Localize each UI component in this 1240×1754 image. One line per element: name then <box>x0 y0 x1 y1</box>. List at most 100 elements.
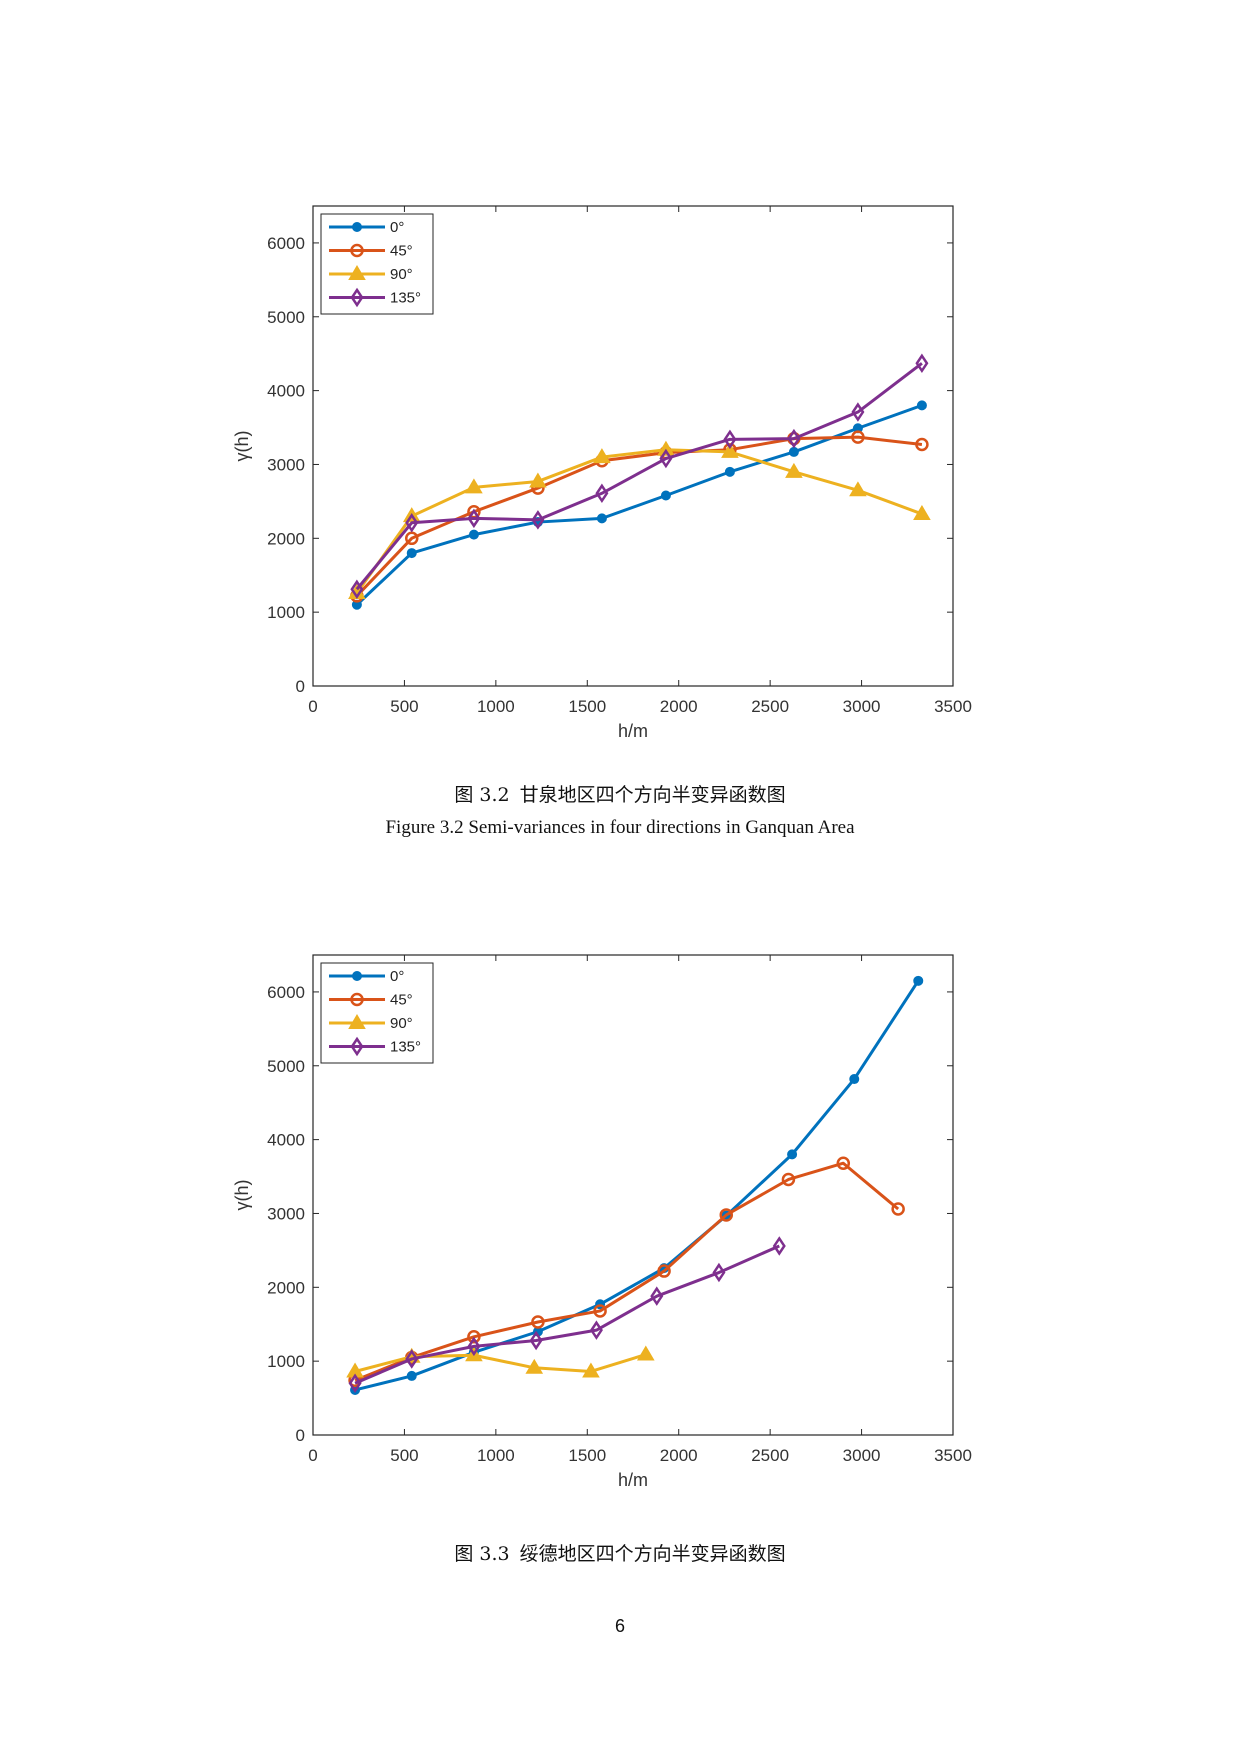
data-point-135-3 <box>531 510 545 530</box>
series-135 <box>350 353 929 600</box>
figure-3-2-caption-cn: 图 3.2 甘泉地区四个方向半变异函数图 <box>0 782 1240 808</box>
data-point-45-1 <box>404 531 419 546</box>
data-point-0-4 <box>596 513 607 524</box>
data-point-135-3 <box>529 1330 543 1351</box>
data-point-0-2 <box>468 529 479 540</box>
legend-label-0: 0° <box>390 968 404 985</box>
data-point-90-3 <box>529 472 547 488</box>
series-line-135 <box>355 362 923 591</box>
x-tick-label-1500: 1500 <box>568 1446 606 1465</box>
x-tick-label-500: 500 <box>390 697 418 716</box>
legend-label-45: 45° <box>390 992 413 1009</box>
data-point-45-4 <box>593 1304 607 1318</box>
series-line-45 <box>354 1161 900 1382</box>
data-point-135-5 <box>650 1286 664 1306</box>
x-tick-label-0: 0 <box>308 1446 317 1465</box>
legend-label-90: 90° <box>390 1015 413 1032</box>
data-point-0-7 <box>787 1149 798 1160</box>
data-point-90-9 <box>913 504 931 520</box>
data-point-135-6 <box>712 1262 726 1283</box>
series-line-90 <box>354 1353 647 1373</box>
x-tick-label-1000: 1000 <box>477 697 515 716</box>
legend-marker-90 <box>348 265 366 280</box>
data-point-90-7 <box>785 462 803 478</box>
y-tick-label-1000: 1000 <box>267 603 305 622</box>
series-line-0 <box>354 980 920 1392</box>
legend-label-135: 135° <box>390 290 421 307</box>
data-point-0-9 <box>916 400 927 411</box>
series-90 <box>348 440 931 599</box>
semivariance-chart-ganquan: 0 500 1000 1500 2000 2500 3000 3500 0 1000 2000 300… <box>232 205 972 741</box>
figure-3-2-number: 图 3.2 <box>454 784 510 806</box>
data-point-90-8 <box>849 481 867 497</box>
data-point-45-7 <box>781 1172 796 1187</box>
data-point-135-7 <box>772 1236 786 1256</box>
legend-marker-0 <box>352 971 362 981</box>
data-point-135-2 <box>467 1336 481 1357</box>
series-0 <box>351 400 927 610</box>
legend: 0° 45° 90° 135° <box>320 213 434 315</box>
data-point-135-2 <box>467 508 481 529</box>
x-tick-label-1500: 1500 <box>568 697 606 716</box>
legend-label-0: 0° <box>390 219 404 236</box>
data-point-45-3 <box>531 1315 545 1329</box>
data-point-135-7 <box>787 428 801 449</box>
series-line-0 <box>355 403 923 606</box>
data-point-135-5 <box>659 448 673 469</box>
data-point-45-8 <box>851 430 865 444</box>
data-point-90-5 <box>657 440 675 456</box>
data-point-0-9 <box>913 975 924 986</box>
series-line-45 <box>355 435 923 597</box>
y-tick-label-5000: 5000 <box>267 308 305 327</box>
data-point-45-6 <box>719 1208 734 1222</box>
data-point-135-8 <box>851 402 865 422</box>
figure-3-2-caption-en: Figure 3.2 Semi-variances in four direct… <box>385 817 855 838</box>
x-tick-label-1000: 1000 <box>477 1446 515 1465</box>
x-tick-label-2000: 2000 <box>660 697 698 716</box>
figure-3-3-caption-cn: 图 3.3 绥德地区四个方向半变异函数图 <box>0 1541 1240 1567</box>
series-line-135 <box>354 1244 780 1385</box>
x-tick-label-3500: 3500 <box>934 1446 972 1465</box>
page-number: 6 <box>614 1616 625 1636</box>
series-135 <box>348 1236 786 1394</box>
legend: 0° 45° 90° 135° <box>320 962 434 1064</box>
data-point-90-2 <box>465 478 483 494</box>
data-point-0-6 <box>724 466 735 477</box>
x-tick-label-2500: 2500 <box>751 697 789 716</box>
y-tick-label-1000: 1000 <box>267 1352 305 1371</box>
x-tick-label-3500: 3500 <box>934 697 972 716</box>
legend-marker-45 <box>350 243 364 258</box>
legend-label-45: 45° <box>390 243 413 260</box>
data-point-135-0 <box>348 1373 362 1394</box>
data-point-45-9 <box>915 437 929 452</box>
y-tick-label-3000: 3000 <box>267 1204 305 1223</box>
y-tick-label-6000: 6000 <box>267 983 305 1002</box>
x-tick-label-3000: 3000 <box>843 697 881 716</box>
legend-marker-0 <box>352 222 362 232</box>
legend-marker-135 <box>350 287 364 308</box>
series-line-90 <box>355 448 923 594</box>
data-point-90-3 <box>525 1358 544 1374</box>
data-point-45-8 <box>836 1156 851 1170</box>
y-tick-label-5000: 5000 <box>267 1057 305 1076</box>
y-tick-label-3000: 3000 <box>267 455 305 474</box>
data-point-45-5 <box>657 1264 671 1278</box>
data-point-0-8 <box>849 1074 860 1085</box>
y-tick-label-2000: 2000 <box>267 529 305 548</box>
data-point-0-5 <box>660 490 671 501</box>
x-tick-label-2500: 2500 <box>751 1446 789 1465</box>
y-axis-label: γ(h) <box>232 1180 252 1211</box>
x-tick-label-3000: 3000 <box>843 1446 881 1465</box>
data-point-135-9 <box>915 353 929 374</box>
semivariance-chart-suide: 0 500 1000 1500 2000 2500 3000 3500 0 1000 2000 300… <box>232 954 972 1490</box>
data-point-90-4 <box>593 448 611 464</box>
data-point-135-4 <box>595 483 609 504</box>
x-axis-label: h/m <box>618 721 648 741</box>
y-tick-label-4000: 4000 <box>267 382 305 401</box>
figure-3-2-title-cn: 甘泉地区四个方向半变异函数图 <box>519 784 786 806</box>
data-point-90-4 <box>582 1362 600 1378</box>
y-tick-label-0: 0 <box>296 677 305 696</box>
y-tick-label-6000: 6000 <box>267 234 305 253</box>
y-tick-label-0: 0 <box>296 1426 305 1445</box>
legend-marker-135 <box>350 1036 364 1057</box>
